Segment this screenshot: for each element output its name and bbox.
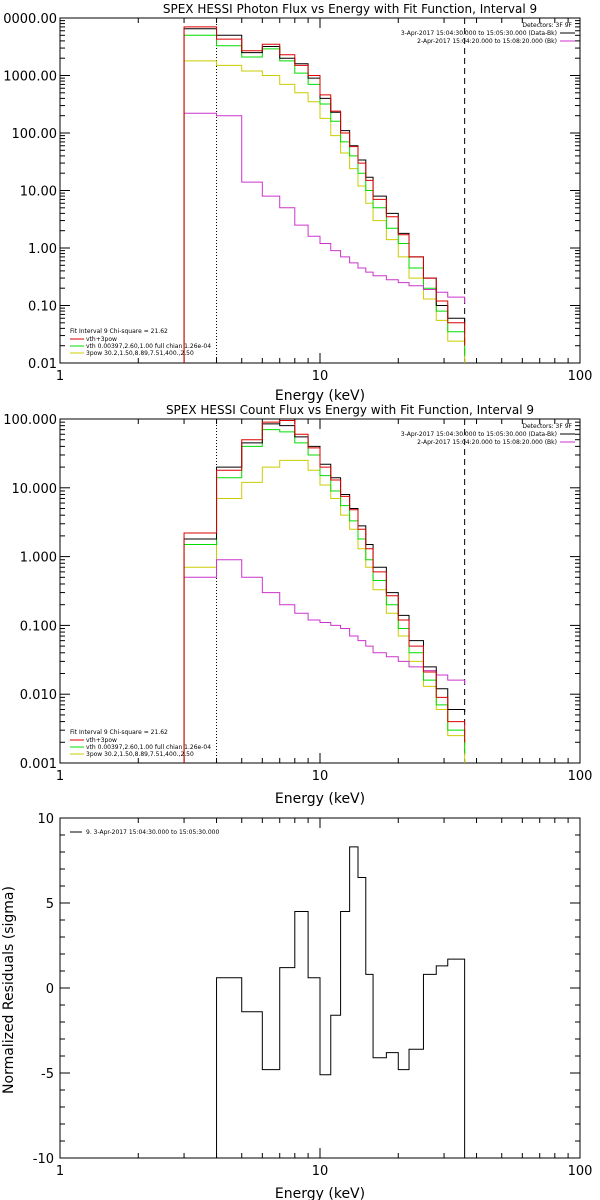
axes: 1 10 100 0.01 0.10 1.00 10.00 100.00 1000.00 0000… — [3, 12, 592, 384]
legend-header: Fit Interval 9 Chi-square = 21.62 — [70, 729, 168, 736]
count-flux-panel: SPEX HESSI Count Flux vs Energy with Fit… — [3, 403, 592, 807]
plot-area — [183, 419, 466, 763]
plot-area — [183, 18, 466, 363]
legend-entry: 9. 3-Apr-2017 15:04:30.000 to 15:05:30.0… — [86, 829, 219, 836]
legend-bottom-left: Fit Interval 9 Chi-square = 21.62 vth+3p… — [70, 328, 211, 357]
x-tick-label: 100 — [568, 769, 593, 784]
legend-entry: 3-Apr-2017 15:04:30.000 to 15:05:30.000 … — [401, 431, 557, 438]
legend-entry: 2-Apr-2017 15:04:20.000 to 15:08:20.000 … — [417, 38, 557, 45]
series-line-data-bk — [183, 28, 466, 363]
legend-top-left: 9. 3-Apr-2017 15:04:30.000 to 15:05:30.0… — [70, 829, 219, 836]
y-tick-label: 0.001 — [20, 757, 57, 772]
legend-top-right: Detectors: 3F 9F 3-Apr-2017 15:04:30.000… — [401, 423, 575, 446]
x-axis-label: Energy (keV) — [275, 388, 365, 404]
axes: 1 10 100 -10 -5 0 5 10 — [33, 812, 593, 1179]
residuals-panel: 1 10 100 -10 -5 0 5 10 Energy (keV) Normalized … — [1, 812, 592, 1200]
legend-entry: 3pow 30.2,1.50,8.89,7.51,400.,2.50 — [86, 751, 194, 758]
series-line-data-bk — [183, 423, 466, 763]
series-line-9 — [216, 846, 466, 1158]
y-axis-label: Normalized Residuals (sigma) — [1, 886, 17, 1094]
x-tick-label: 1 — [56, 369, 64, 384]
y-tick-label: -5 — [41, 1067, 54, 1082]
x-tick-label: 100 — [568, 1164, 593, 1179]
y-tick-label: 1000.00 — [3, 70, 57, 85]
y-tick-label: 10.000 — [12, 482, 58, 497]
plot-area — [216, 846, 466, 1158]
x-tick-label: 1 — [56, 769, 64, 784]
series-line-3pow — [183, 60, 466, 363]
axes: 1 10 100 0.001 0.010 0.100 1.000 10.000 100.000 — [3, 413, 592, 784]
legend-entry: vth+3pow — [86, 336, 117, 343]
x-tick-label: 10 — [312, 1164, 329, 1179]
y-tick-label: 1.00 — [28, 242, 57, 257]
plot-frame — [59, 17, 581, 364]
x-axis-label: Energy (keV) — [275, 1186, 365, 1200]
legend-header: Detectors: 3F 9F — [522, 22, 572, 29]
legend-entry: vth 0.00397,2.60,1.00 full chian 1.26e-0… — [86, 744, 211, 751]
y-tick-label: 0.10 — [28, 300, 57, 315]
legend-header: Detectors: 3F 9F — [522, 423, 572, 430]
series-line-vth-3pow — [183, 420, 466, 763]
series-line-vth — [183, 34, 466, 363]
y-tick-label: 5 — [46, 897, 54, 912]
series-line-vth — [183, 429, 466, 763]
y-tick-label: 100.00 — [12, 127, 58, 142]
y-tick-label: 0 — [46, 982, 54, 997]
legend-entry: vth 0.00397,2.60,1.00 full chian 1.26e-0… — [86, 343, 211, 350]
x-tick-label: 10 — [312, 369, 329, 384]
x-tick-label: 10 — [312, 769, 329, 784]
y-tick-label: 0.100 — [20, 619, 57, 634]
legend-bottom-left: Fit Interval 9 Chi-square = 21.62 vth+3p… — [70, 729, 211, 758]
y-tick-label: -10 — [33, 1152, 54, 1167]
y-tick-label: 100.000 — [3, 413, 57, 428]
photon-flux-panel: SPEX HESSI Photon Flux vs Energy with Fi… — [3, 2, 592, 404]
x-tick-label: 100 — [568, 369, 593, 384]
y-tick-label: 10.00 — [20, 185, 57, 200]
x-axis-label: Energy (keV) — [275, 791, 365, 807]
y-tick-label: 10 — [37, 812, 54, 827]
legend-entry: 3-Apr-2017 15:04:30.000 to 15:05:30.000 … — [401, 30, 557, 37]
series-line-bk — [183, 112, 466, 363]
legend-entry: vth+3pow — [86, 737, 117, 744]
legend-entry: 2-Apr-2017 15:04:20.000 to 15:08:20.000 … — [417, 439, 557, 446]
legend-header: Fit Interval 9 Chi-square = 21.62 — [70, 328, 168, 335]
x-tick-label: 1 — [56, 1164, 64, 1179]
series-line-vth-3pow — [183, 26, 466, 363]
y-tick-label: 0000.00 — [3, 12, 57, 27]
legend-entry: 3pow 30.2,1.50,8.89,7.51,400.,2.50 — [86, 350, 194, 357]
y-tick-label: 0.01 — [28, 357, 57, 372]
chart-title: SPEX HESSI Count Flux vs Energy with Fit… — [166, 403, 534, 417]
series-line-3pow — [183, 459, 466, 763]
legend-top-right: Detectors: 3F 9F 3-Apr-2017 15:04:30.000… — [401, 22, 575, 45]
chart-title: SPEX HESSI Photon Flux vs Energy with Fi… — [163, 2, 537, 16]
y-tick-label: 1.000 — [20, 551, 57, 566]
y-tick-label: 0.010 — [20, 688, 57, 703]
